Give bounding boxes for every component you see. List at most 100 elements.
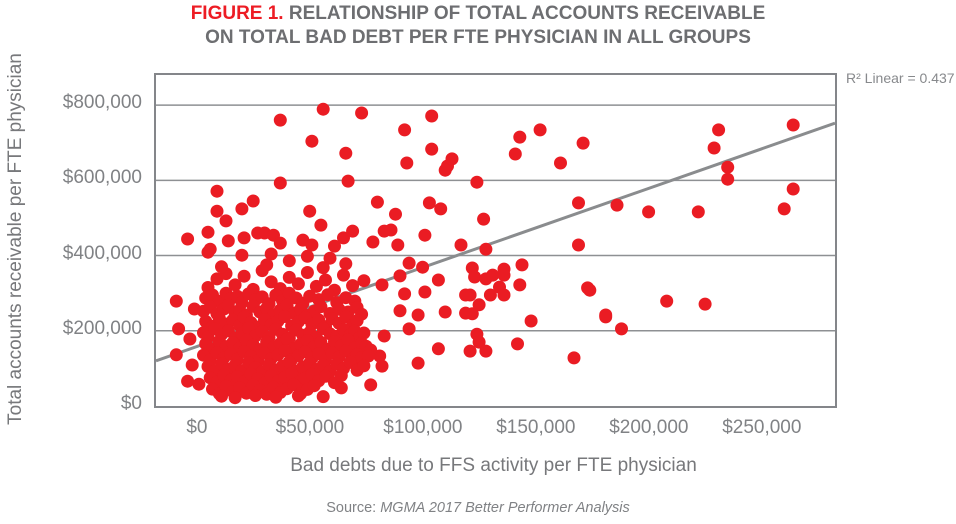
scatter-point <box>370 195 384 209</box>
scatter-point <box>316 390 330 404</box>
scatter-point <box>235 202 249 216</box>
scatter-point <box>581 281 595 295</box>
scatter-point <box>786 182 800 196</box>
y-tick-label: $600,000 <box>62 167 142 189</box>
scatter-point <box>355 106 369 120</box>
scatter-point <box>468 270 482 284</box>
scatter-point <box>305 134 319 148</box>
scatter-point <box>472 298 486 312</box>
scatter-point <box>264 247 278 261</box>
scatter-point <box>511 337 524 351</box>
scatter-point <box>278 310 292 323</box>
scatter-point <box>334 369 348 382</box>
scatter-point <box>183 332 197 346</box>
x-axis-title: Bad debts due to FFS activity per FTE ph… <box>290 455 697 476</box>
scatter-point <box>398 287 412 301</box>
scatter-point <box>366 235 380 249</box>
scatter-point <box>402 256 416 270</box>
scatter-point <box>393 304 407 318</box>
scatter-point <box>172 322 186 336</box>
scatter-point <box>328 239 341 253</box>
scatter-point <box>285 366 299 380</box>
scatter-point <box>269 390 283 404</box>
scatter-point <box>228 391 242 405</box>
scatter-point <box>237 269 251 283</box>
scatter-point <box>400 156 414 170</box>
plot-area <box>154 73 837 408</box>
scatter-point <box>434 202 448 216</box>
source-citation: MGMA 2017 Better Performer Analysis <box>380 500 630 516</box>
y-tick-label: $200,000 <box>62 317 142 339</box>
scatter-point <box>393 269 407 283</box>
scatter-point <box>599 308 613 322</box>
scatter-point <box>357 359 371 373</box>
scatter-point <box>391 238 405 252</box>
scatter-point <box>282 270 296 284</box>
scatter-point <box>422 196 436 210</box>
scatter-point <box>228 278 242 292</box>
scatter-point <box>201 225 215 239</box>
scatter-point <box>169 294 183 308</box>
scatter-point <box>219 214 233 228</box>
scatter-point <box>305 238 319 252</box>
scatter-point <box>364 378 378 392</box>
scatter-point <box>445 152 459 166</box>
scatter-point <box>337 268 350 282</box>
scatter-point <box>350 314 364 328</box>
figure-number-label: FIGURE 1. <box>190 3 284 24</box>
scatter-point <box>721 172 735 186</box>
scatter-point <box>431 342 445 356</box>
x-tick-label: $100,000 <box>383 417 463 438</box>
scatter-point <box>361 349 375 363</box>
scatter-point <box>235 248 249 262</box>
scatter-point <box>185 358 199 372</box>
scatter-point <box>280 332 294 346</box>
scatter-point <box>291 389 305 403</box>
scatter-point <box>282 355 296 369</box>
scatter-point <box>576 136 590 150</box>
scatter-point <box>169 348 183 362</box>
scatter-point <box>319 369 332 383</box>
scatter-point <box>339 146 353 160</box>
scatter-point <box>339 257 353 271</box>
scatter-point <box>486 268 500 282</box>
scatter-point <box>375 278 389 292</box>
scatter-point <box>337 231 350 245</box>
scatter-point <box>346 279 360 293</box>
scatter-point <box>438 305 452 319</box>
scatter-point <box>483 288 497 302</box>
scatter-point <box>721 160 735 174</box>
source-line: Source: MGMA 2017 Better Performer Analy… <box>0 500 956 516</box>
scatter-point <box>314 218 328 232</box>
scatter-point <box>181 374 195 388</box>
x-tick-label: $250,000 <box>722 417 802 438</box>
scatter-point <box>323 251 337 265</box>
scatter-point <box>691 205 705 219</box>
scatter-point <box>389 207 402 221</box>
scatter-point <box>712 123 726 137</box>
scatter-point <box>201 245 215 259</box>
scatter-point <box>513 130 527 144</box>
scatter-point <box>479 344 493 358</box>
scatter-point <box>215 260 228 274</box>
scatter-point <box>418 285 432 299</box>
source-prefix: Source: <box>326 500 381 516</box>
y-tick-label: $0 <box>120 393 142 414</box>
y-tick-label: $800,000 <box>62 92 142 114</box>
scatter-point <box>425 109 439 123</box>
scatter-point <box>463 344 477 358</box>
scatter-point <box>572 238 585 252</box>
x-tick-label: $150,000 <box>496 417 576 438</box>
scatter-point <box>411 308 425 322</box>
scatter-point <box>454 238 468 252</box>
scatter-point <box>273 176 287 190</box>
scatter-point <box>319 273 332 287</box>
scatter-point <box>459 306 473 320</box>
scatter-point <box>346 224 360 238</box>
scatter-point <box>572 196 585 210</box>
scatter-point <box>777 202 791 216</box>
scatter-point <box>459 288 473 302</box>
chart-title-line1-text: RELATIONSHIP OF TOTAL ACCOUNTS RECEIVABL… <box>283 3 766 24</box>
scatter-point <box>248 389 262 402</box>
